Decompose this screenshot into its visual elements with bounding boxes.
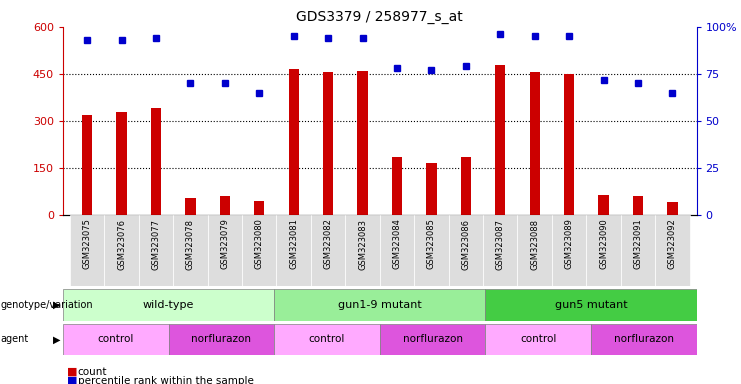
Text: control: control bbox=[98, 334, 134, 344]
Text: gun5 mutant: gun5 mutant bbox=[554, 300, 628, 310]
Bar bbox=[311, 215, 345, 286]
Bar bbox=[591, 324, 697, 355]
Bar bbox=[323, 72, 333, 215]
Text: GSM323083: GSM323083 bbox=[358, 218, 367, 270]
Text: GSM323092: GSM323092 bbox=[668, 218, 677, 269]
Text: percentile rank within the sample: percentile rank within the sample bbox=[78, 376, 253, 384]
Text: GSM323091: GSM323091 bbox=[634, 218, 642, 269]
Text: norflurazon: norflurazon bbox=[402, 334, 462, 344]
Bar bbox=[380, 215, 414, 286]
Text: ■: ■ bbox=[67, 376, 77, 384]
Bar bbox=[357, 71, 368, 215]
Bar bbox=[564, 74, 574, 215]
Text: gun1-9 mutant: gun1-9 mutant bbox=[338, 300, 422, 310]
Text: GSM323080: GSM323080 bbox=[255, 218, 264, 270]
Bar bbox=[116, 112, 127, 215]
Text: GSM323085: GSM323085 bbox=[427, 218, 436, 270]
Bar bbox=[483, 215, 517, 286]
Bar bbox=[173, 215, 207, 286]
Bar bbox=[633, 196, 643, 215]
Bar bbox=[274, 324, 380, 355]
Bar bbox=[414, 215, 448, 286]
Text: ▶: ▶ bbox=[53, 300, 60, 310]
Text: GSM323087: GSM323087 bbox=[496, 218, 505, 270]
Text: GSM323084: GSM323084 bbox=[393, 218, 402, 270]
Bar bbox=[495, 65, 505, 215]
Text: GSM323078: GSM323078 bbox=[186, 218, 195, 270]
Text: GSM323089: GSM323089 bbox=[565, 218, 574, 270]
Bar bbox=[621, 215, 655, 286]
Bar bbox=[426, 163, 436, 215]
Bar bbox=[552, 215, 586, 286]
Bar bbox=[599, 195, 609, 215]
Bar bbox=[276, 215, 311, 286]
Text: ▶: ▶ bbox=[53, 334, 60, 344]
Bar bbox=[70, 215, 104, 286]
Text: GSM323077: GSM323077 bbox=[151, 218, 161, 270]
Bar bbox=[448, 215, 483, 286]
Text: GSM323086: GSM323086 bbox=[462, 218, 471, 270]
Text: control: control bbox=[520, 334, 556, 344]
Text: GSM323075: GSM323075 bbox=[82, 218, 92, 270]
Text: agent: agent bbox=[1, 334, 29, 344]
Text: GSM323090: GSM323090 bbox=[599, 218, 608, 269]
Bar bbox=[150, 108, 161, 215]
Bar bbox=[104, 215, 139, 286]
Bar bbox=[517, 215, 552, 286]
Text: control: control bbox=[309, 334, 345, 344]
Text: GSM323088: GSM323088 bbox=[531, 218, 539, 270]
Title: GDS3379 / 258977_s_at: GDS3379 / 258977_s_at bbox=[296, 10, 463, 25]
Bar bbox=[485, 289, 697, 321]
Text: GSM323076: GSM323076 bbox=[117, 218, 126, 270]
Bar bbox=[485, 324, 591, 355]
Text: norflurazon: norflurazon bbox=[191, 334, 251, 344]
Bar bbox=[392, 157, 402, 215]
Bar bbox=[655, 215, 690, 286]
Bar bbox=[169, 324, 274, 355]
Bar bbox=[274, 289, 485, 321]
Text: wild-type: wild-type bbox=[143, 300, 194, 310]
Text: ■: ■ bbox=[67, 367, 77, 377]
Bar bbox=[530, 72, 540, 215]
Bar bbox=[586, 215, 621, 286]
Text: count: count bbox=[78, 367, 107, 377]
Bar bbox=[379, 324, 485, 355]
Bar bbox=[139, 215, 173, 286]
Text: GSM323079: GSM323079 bbox=[220, 218, 229, 270]
Bar bbox=[63, 324, 169, 355]
Bar bbox=[345, 215, 379, 286]
Bar bbox=[207, 215, 242, 286]
Text: genotype/variation: genotype/variation bbox=[1, 300, 93, 310]
Bar bbox=[63, 289, 274, 321]
Bar bbox=[82, 115, 92, 215]
Text: GSM323081: GSM323081 bbox=[289, 218, 298, 270]
Text: norflurazon: norflurazon bbox=[614, 334, 674, 344]
Bar bbox=[219, 196, 230, 215]
Bar bbox=[185, 198, 196, 215]
Bar bbox=[254, 201, 265, 215]
Bar bbox=[288, 69, 299, 215]
Bar bbox=[242, 215, 276, 286]
Bar bbox=[668, 202, 677, 215]
Text: GSM323082: GSM323082 bbox=[324, 218, 333, 270]
Bar bbox=[461, 157, 471, 215]
